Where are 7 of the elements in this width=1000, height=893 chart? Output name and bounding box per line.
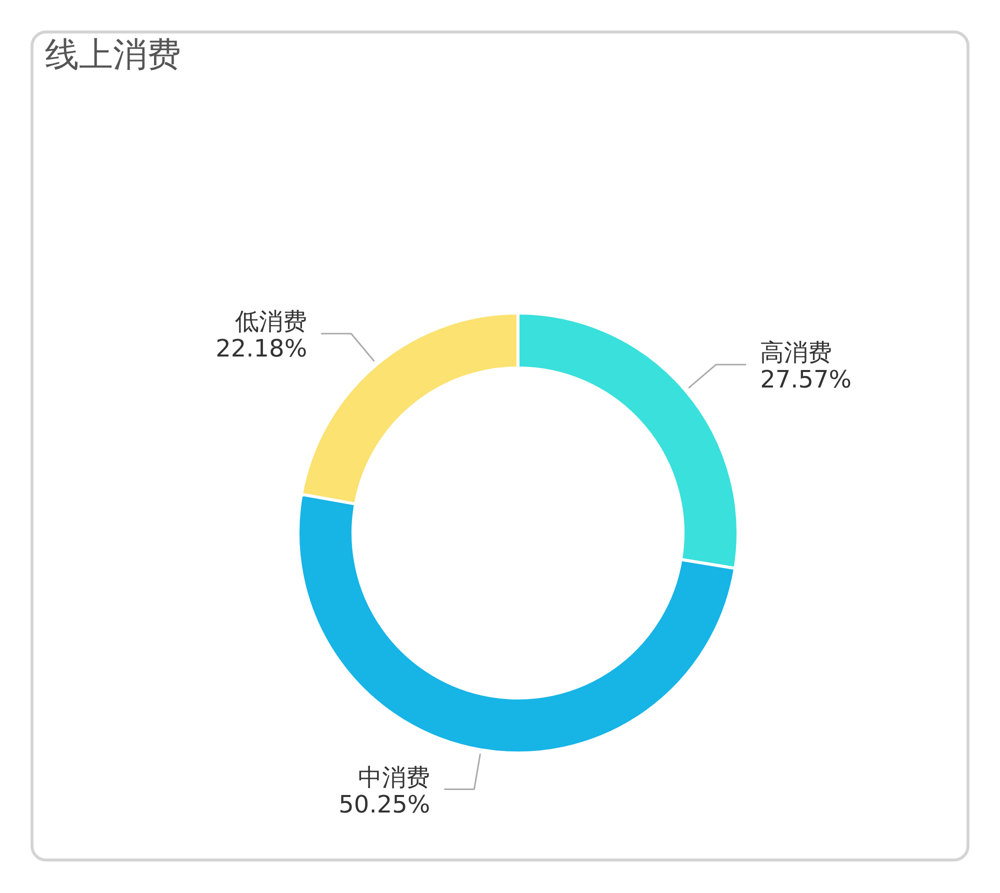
slice-label: 高消费 [760, 338, 832, 367]
slice-label: 低消费 [235, 308, 308, 336]
data-label: 50.25% [338, 790, 430, 818]
chart-title: 线上消费 [45, 35, 181, 75]
data-label: 27.57% [760, 366, 852, 394]
data-label: 22.18% [216, 334, 308, 363]
slice-label: 中消费 [358, 763, 430, 792]
